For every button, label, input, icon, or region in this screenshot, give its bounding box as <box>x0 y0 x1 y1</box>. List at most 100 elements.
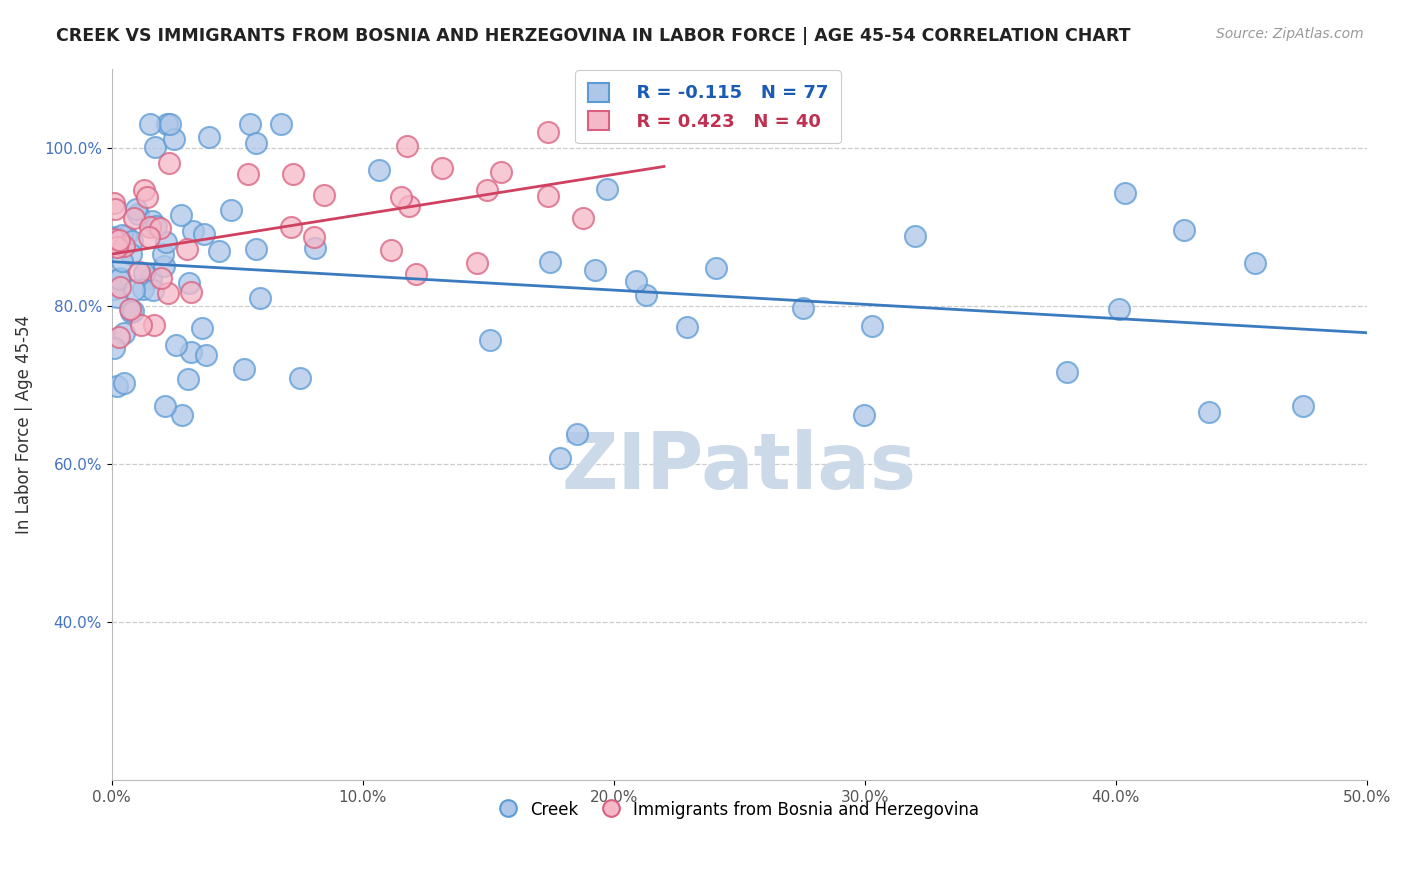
Point <box>125 202 148 216</box>
Point <box>368 162 391 177</box>
Point <box>103 282 125 296</box>
Point <box>245 136 267 150</box>
Point <box>112 326 135 341</box>
Point <box>398 199 420 213</box>
Point <box>380 243 402 257</box>
Point <box>236 167 259 181</box>
Point <box>159 117 181 131</box>
Point <box>138 229 160 244</box>
Point <box>110 270 132 285</box>
Point <box>132 266 155 280</box>
Point <box>139 117 162 131</box>
Point <box>145 219 167 233</box>
Point <box>239 117 262 131</box>
Point <box>108 280 131 294</box>
Point <box>139 220 162 235</box>
Point <box>156 286 179 301</box>
Point <box>304 230 326 244</box>
Point <box>430 161 453 175</box>
Point <box>152 247 174 261</box>
Point <box>112 239 135 253</box>
Text: Source: ZipAtlas.com: Source: ZipAtlas.com <box>1216 27 1364 41</box>
Point <box>395 138 418 153</box>
Point <box>148 221 170 235</box>
Point <box>270 117 292 131</box>
Point <box>105 379 128 393</box>
Point <box>548 451 571 466</box>
Point <box>177 372 200 386</box>
Point <box>143 140 166 154</box>
Point <box>165 338 187 352</box>
Point <box>143 318 166 332</box>
Point <box>131 318 153 332</box>
Point <box>141 213 163 227</box>
Point <box>249 291 271 305</box>
Point <box>283 167 305 181</box>
Point <box>583 262 606 277</box>
Point <box>792 301 814 315</box>
Point <box>1114 186 1136 200</box>
Point <box>567 426 589 441</box>
Point <box>122 303 145 318</box>
Point <box>163 131 186 145</box>
Point <box>103 232 125 246</box>
Point <box>538 255 561 269</box>
Point <box>198 130 221 145</box>
Point <box>288 371 311 385</box>
Point <box>153 400 176 414</box>
Point <box>1056 365 1078 379</box>
Point <box>465 256 488 270</box>
Point <box>132 283 155 297</box>
Point <box>120 247 142 261</box>
Point <box>491 165 513 179</box>
Point <box>304 241 326 255</box>
Point <box>115 228 138 243</box>
Point <box>142 283 165 297</box>
Point <box>153 260 176 274</box>
Legend: Creek, Immigrants from Bosnia and Herzegovina: Creek, Immigrants from Bosnia and Herzeg… <box>494 794 986 825</box>
Point <box>180 285 202 299</box>
Point <box>219 203 242 218</box>
Point <box>120 301 142 316</box>
Point <box>634 288 657 302</box>
Point <box>1244 256 1267 270</box>
Point <box>122 211 145 225</box>
Point <box>105 240 128 254</box>
Point <box>156 117 179 131</box>
Point <box>180 344 202 359</box>
Point <box>141 270 163 285</box>
Point <box>537 125 560 139</box>
Point <box>135 190 157 204</box>
Point <box>208 244 231 258</box>
Point <box>193 227 215 242</box>
Point <box>195 349 218 363</box>
Point <box>280 219 302 234</box>
Point <box>107 233 129 247</box>
Point <box>191 321 214 335</box>
Point <box>132 183 155 197</box>
Point <box>108 330 131 344</box>
Point <box>475 184 498 198</box>
Point <box>105 290 128 304</box>
Point <box>571 211 593 225</box>
Point <box>904 228 927 243</box>
Text: CREEK VS IMMIGRANTS FROM BOSNIA AND HERZEGOVINA IN LABOR FORCE | AGE 45-54 CORRE: CREEK VS IMMIGRANTS FROM BOSNIA AND HERZ… <box>56 27 1130 45</box>
Point <box>111 228 134 243</box>
Point <box>170 208 193 222</box>
Point <box>181 224 204 238</box>
Point <box>104 202 127 217</box>
Y-axis label: In Labor Force | Age 45-54: In Labor Force | Age 45-54 <box>15 315 32 534</box>
Point <box>1198 405 1220 419</box>
Point <box>120 304 142 318</box>
Point <box>103 341 125 355</box>
Point <box>157 155 180 169</box>
Point <box>853 408 876 422</box>
Point <box>127 207 149 221</box>
Point <box>112 376 135 391</box>
Point <box>176 242 198 256</box>
Point <box>704 260 727 275</box>
Point <box>626 274 648 288</box>
Point <box>179 276 201 290</box>
Point <box>389 189 412 203</box>
Point <box>128 265 150 279</box>
